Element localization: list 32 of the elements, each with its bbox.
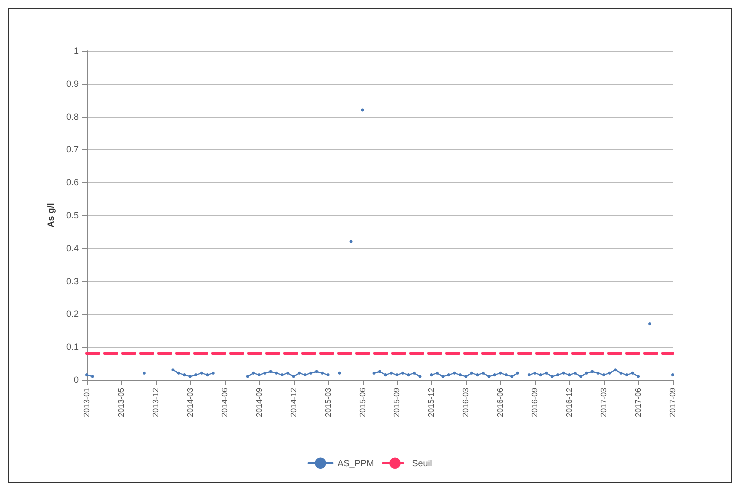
- y-tick-label: 0.1: [66, 342, 79, 352]
- x-tick-label: 2017-06: [634, 387, 644, 418]
- y-tick-label: 0: [74, 375, 79, 385]
- x-tick-label: 2013-05: [116, 387, 126, 418]
- y-tick-label: 0.3: [66, 276, 79, 286]
- legend-label: Seuil: [412, 458, 432, 468]
- x-tick-label: 2014-09: [254, 387, 264, 418]
- x-tick-label: 2014-12: [289, 387, 298, 418]
- x-tick-label: 2014-03: [186, 387, 195, 418]
- x-tick-label: 2017-09: [668, 387, 678, 418]
- y-tick-label: 0.8: [66, 112, 79, 122]
- x-tick-label: 2016-12: [565, 387, 574, 418]
- x-tick-label: 2017-03: [600, 387, 609, 418]
- y-tick-label: 0.5: [66, 210, 79, 220]
- y-tick-label: 1: [74, 46, 79, 56]
- y-tick-label: 0.9: [66, 78, 79, 89]
- y-tick-label: 0.4: [66, 243, 79, 254]
- y-tick-label: 0.6: [66, 178, 79, 188]
- x-tick-label: 2013-01: [82, 387, 92, 418]
- x-tick-label: 2015-03: [324, 387, 333, 418]
- y-tick-label: 0.2: [66, 309, 79, 320]
- x-tick-label: 2016-06: [496, 387, 506, 418]
- x-tick-label: 2015-12: [427, 387, 436, 418]
- x-tick-label: 2016-03: [462, 387, 471, 418]
- y-tick-label: 0.7: [66, 144, 79, 155]
- x-tick-label: 2015-09: [392, 387, 402, 418]
- x-tick-label: 2015-06: [358, 387, 368, 418]
- y-axis-title: As g/l: [46, 203, 56, 228]
- x-tick-label: 2013-12: [151, 387, 160, 418]
- x-tick-label: 2014-06: [220, 387, 230, 418]
- x-tick-label: 2016-09: [530, 387, 540, 418]
- legend-label: AS_PPM: [338, 458, 374, 468]
